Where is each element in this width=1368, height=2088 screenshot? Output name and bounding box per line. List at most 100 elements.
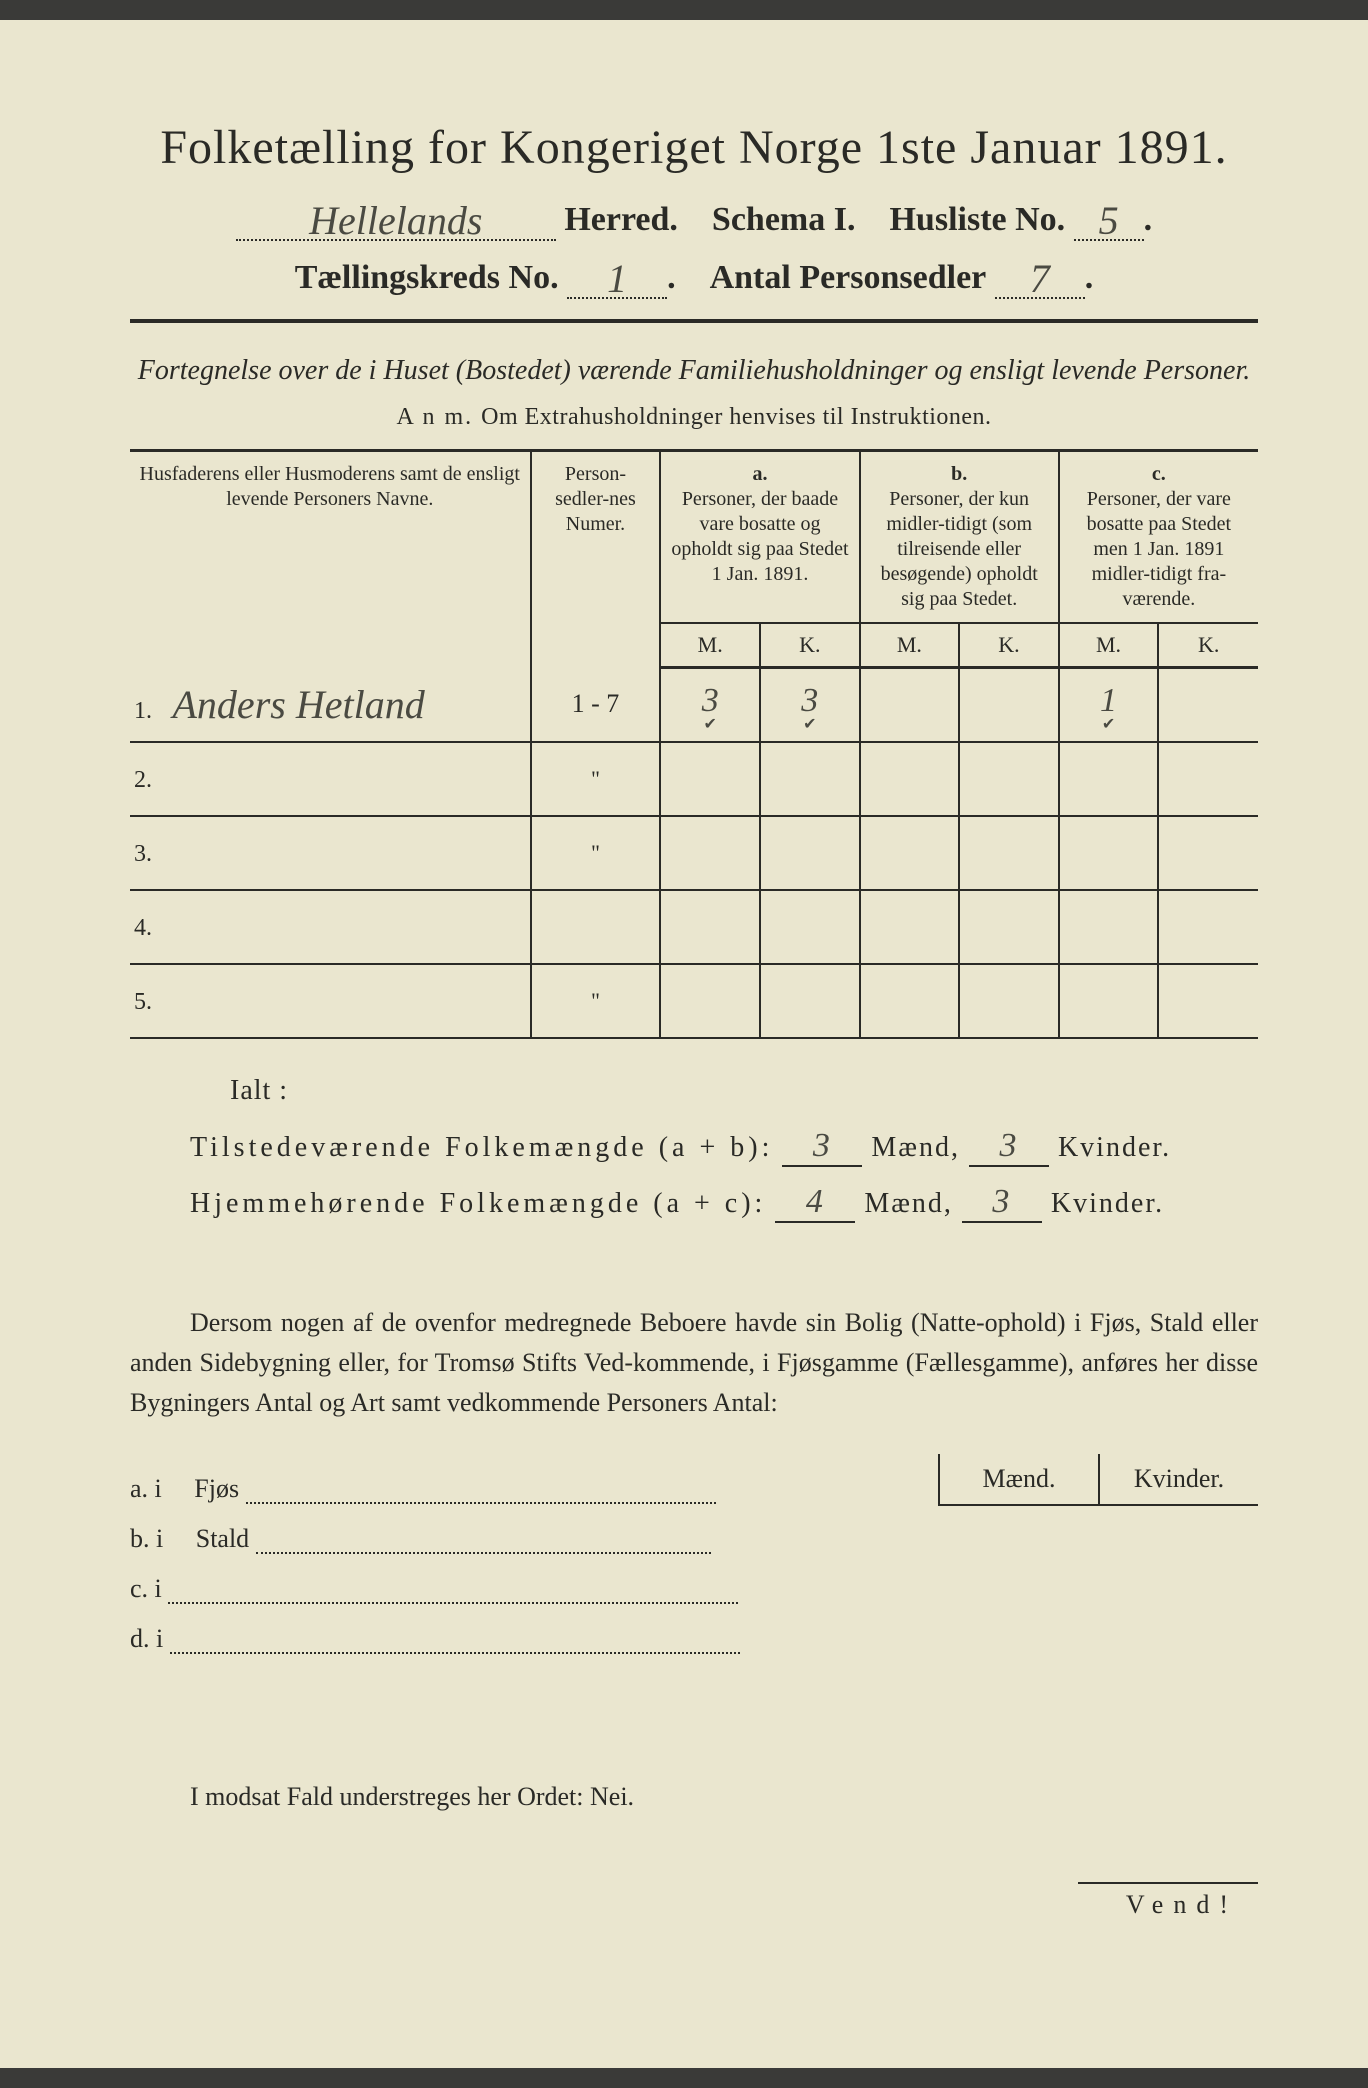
sum-k: 3 [992, 1183, 1011, 1220]
cell [860, 890, 960, 964]
opt-c: c. i [130, 1574, 918, 1604]
side-col-k [1098, 1506, 1258, 1726]
cell-aM: 3 ✔ [660, 668, 760, 742]
husliste-value: 5 [1074, 203, 1144, 241]
cell [1158, 964, 1258, 1038]
cell [760, 890, 860, 964]
cell [760, 742, 860, 816]
cell-bM [860, 668, 960, 742]
totals-block: Ialt : Tilstedeværende Folkemængde (a + … [190, 1075, 1258, 1223]
sum-m: 4 [806, 1183, 825, 1220]
sum-home: Hjemmehørende Folkemængde (a + c): 4 Mæn… [190, 1183, 1258, 1223]
cell [660, 742, 760, 816]
anm-note: A n m. Om Extrahusholdninger henvises ti… [130, 404, 1258, 431]
opt-tag: d. i [130, 1624, 163, 1653]
sum-k: 3 [999, 1127, 1018, 1164]
cell [1158, 890, 1258, 964]
kreds-value: 1 [567, 261, 667, 299]
opt-d: d. i [130, 1624, 918, 1654]
opt-tag: a. i [130, 1474, 162, 1503]
cell-bK [959, 668, 1059, 742]
kvinder-label: Kvinder. [1058, 1132, 1171, 1163]
hdr-aM: M. [660, 623, 760, 668]
cell-cK [1158, 668, 1258, 742]
cell [760, 964, 860, 1038]
cell [1158, 816, 1258, 890]
maend-label: Mænd, [871, 1132, 960, 1163]
side-body [938, 1506, 1258, 1726]
cell [860, 964, 960, 1038]
husliste-label: Husliste No. [889, 201, 1065, 238]
antal-label: Antal Personsedler [710, 259, 987, 296]
vend-label: Vend! [130, 1890, 1258, 1920]
hdr-bK: K. [959, 623, 1059, 668]
kreds-label: Tællingskreds No. [295, 259, 559, 296]
hdr-c: c. Personer, der vare bosatte paa Stedet… [1059, 451, 1258, 624]
row-number: 1. [134, 698, 152, 724]
hdr-num: Person-sedler-nes Numer. [531, 451, 661, 668]
row-number: 5. [134, 989, 152, 1015]
hdr-b-tag: b. [951, 463, 967, 485]
opt-a: a. i Fjøs [130, 1474, 918, 1504]
cell [760, 816, 860, 890]
opt-b: b. i Stald [130, 1524, 918, 1554]
hdr-name: Husfaderens eller Husmoderens samt de en… [130, 451, 531, 668]
val: 1 [1100, 682, 1117, 719]
schema-label: Schema I. [712, 201, 856, 238]
ialt-label: Ialt : [230, 1075, 1258, 1107]
census-table: Husfaderens eller Husmoderens samt de en… [130, 449, 1258, 1039]
side-col-m [938, 1506, 1098, 1726]
hdr-b: b. Personer, der kun midler-tidigt (som … [860, 451, 1059, 624]
dotted-line [256, 1533, 711, 1554]
antal-value: 7 [995, 261, 1085, 299]
cell [959, 742, 1059, 816]
cell [1059, 890, 1159, 964]
cell [660, 816, 760, 890]
hdr-cK: K. [1158, 623, 1258, 668]
table-row: 1. Anders Hetland 1 - 7 3 ✔ 3 ✔ 1 ✔ [130, 668, 1258, 742]
subtitle: Fortegnelse over de i Huset (Bostedet) v… [130, 351, 1258, 390]
cell-name: 3. [130, 816, 531, 890]
cell-num: " [531, 964, 661, 1038]
table-row: 5. " [130, 964, 1258, 1038]
person-name: Anders Hetland [173, 682, 425, 727]
table-row: 4. [130, 890, 1258, 964]
hdr-a: a. Personer, der baade vare bosatte og o… [660, 451, 859, 624]
hdr-c-text: Personer, der vare bosatte paa Stedet me… [1087, 488, 1231, 610]
cell [959, 890, 1059, 964]
dotted-line [170, 1633, 740, 1654]
cell [660, 890, 760, 964]
herred-label: Herred. [564, 201, 678, 238]
page-title: Folketælling for Kongeriget Norge 1ste J… [130, 120, 1258, 175]
hdr-aK: K. [760, 623, 860, 668]
side-header: Mænd. Kvinder. [938, 1454, 1258, 1506]
side-options: a. i Fjøs b. i Stald c. i d. i [130, 1454, 938, 1726]
side-head-k: Kvinder. [1098, 1454, 1258, 1504]
cell [1059, 816, 1159, 890]
hdr-b-text: Personer, der kun midler-tidigt (som til… [881, 488, 1038, 610]
census-form-page: Folketælling for Kongeriget Norge 1ste J… [0, 20, 1368, 2068]
tick-mark: ✔ [1068, 722, 1150, 728]
anm-prefix: A n m. [396, 404, 473, 430]
side-building-table: a. i Fjøs b. i Stald c. i d. i Mænd. [130, 1454, 1258, 1726]
nei-line: I modsat Fald understreges her Ordet: Ne… [130, 1782, 1258, 1812]
row-number: 2. [134, 767, 152, 793]
cell-name: 4. [130, 890, 531, 964]
cell [1059, 742, 1159, 816]
kvinder-label: Kvinder. [1051, 1188, 1164, 1219]
side-head-m: Mænd. [938, 1454, 1098, 1504]
tick-mark: ✔ [669, 722, 751, 728]
cell [959, 816, 1059, 890]
sum-present: Tilstedeværende Folkemængde (a + b): 3 M… [190, 1127, 1258, 1167]
anm-text: Om Extrahusholdninger henvises til Instr… [481, 404, 991, 430]
divider [130, 319, 1258, 323]
line-herred: Hellelands Herred. Schema I. Husliste No… [130, 199, 1258, 239]
cell-name: 1. Anders Hetland [130, 668, 531, 742]
opt-tag: c. i [130, 1574, 162, 1603]
cell-num: " [531, 742, 661, 816]
table-row: 3. " [130, 816, 1258, 890]
val: 3 [801, 682, 818, 719]
herred-value: Hellelands [236, 203, 556, 241]
cell [1059, 964, 1159, 1038]
side-building-paragraph: Dersom nogen af de ovenfor medregnede Be… [130, 1303, 1258, 1424]
